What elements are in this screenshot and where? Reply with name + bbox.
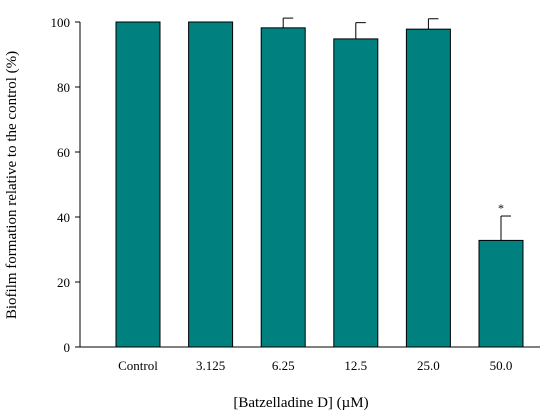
x-tick-label: 50.0 bbox=[490, 358, 513, 373]
x-tick-label: 12.5 bbox=[344, 358, 367, 373]
y-tick-label: 20 bbox=[57, 275, 70, 290]
x-tick-label: 6.25 bbox=[272, 358, 295, 373]
significance-marker: * bbox=[498, 201, 504, 215]
y-tick-label: 100 bbox=[51, 15, 71, 30]
x-tick-label: Control bbox=[118, 358, 158, 373]
x-tick-label: 3.125 bbox=[196, 358, 225, 373]
y-tick-label: 0 bbox=[64, 340, 71, 355]
bar bbox=[333, 38, 379, 348]
bar bbox=[260, 27, 306, 348]
y-tick-label: 60 bbox=[57, 145, 70, 160]
bar bbox=[188, 21, 234, 348]
y-tick-label: 80 bbox=[57, 80, 70, 95]
y-tick-label: 40 bbox=[57, 210, 70, 225]
bar bbox=[405, 28, 451, 348]
x-axis-label: [Batzelladine D] (µM) bbox=[233, 395, 368, 411]
bar bbox=[478, 239, 524, 348]
bar bbox=[115, 21, 161, 348]
y-axis-label: Biofilm formation relative to the contro… bbox=[4, 51, 20, 319]
x-tick-label: 25.0 bbox=[417, 358, 440, 373]
